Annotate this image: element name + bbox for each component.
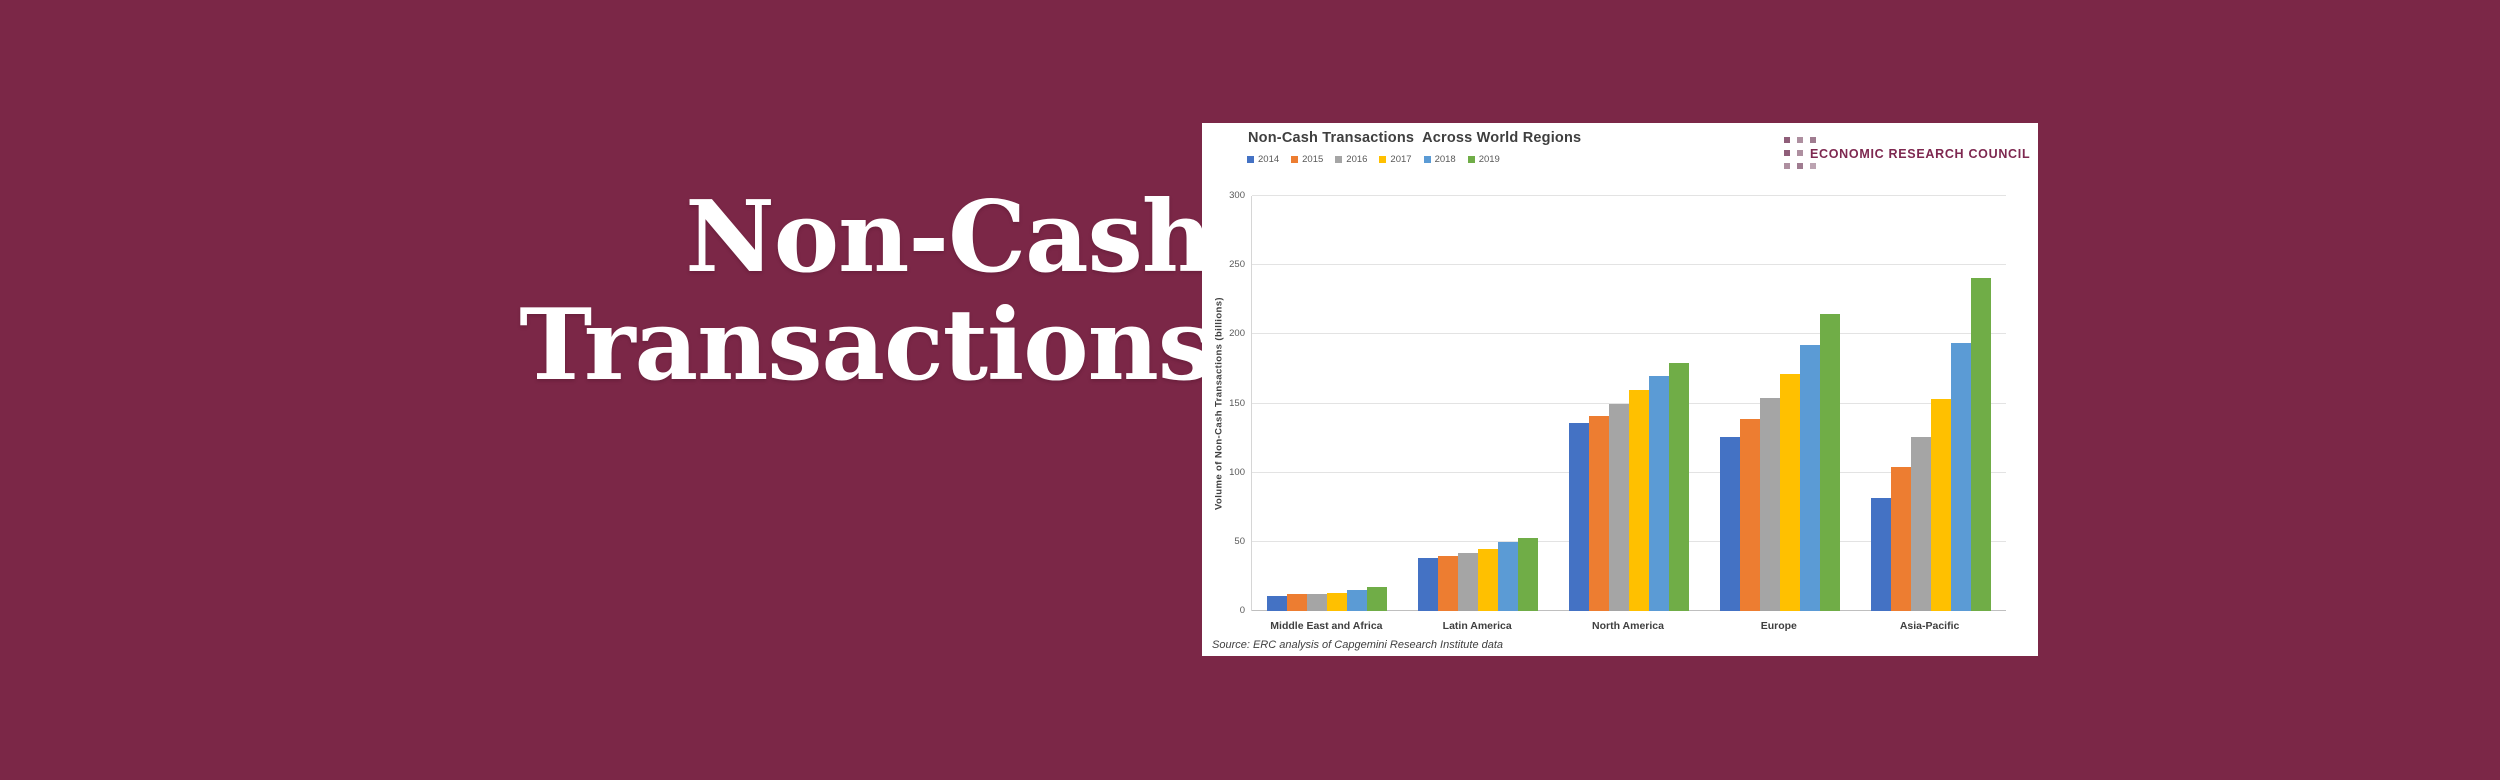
x-label-middle-east-and-africa: Middle East and Africa xyxy=(1270,620,1383,632)
legend-swatch-icon-2017 xyxy=(1379,156,1387,163)
bar-2019-middle-east-and-africa xyxy=(1367,587,1388,611)
logo-square-icon xyxy=(1797,163,1803,169)
bar-2019-europe xyxy=(1819,313,1840,611)
bar-2019-north-america xyxy=(1669,363,1689,611)
legend-item-2015: 2015 xyxy=(1291,154,1323,165)
legend-label-2019: 2019 xyxy=(1478,154,1500,165)
legend-swatch-icon-2016 xyxy=(1335,156,1343,163)
bar-2016-middle-east-and-africa xyxy=(1307,594,1328,611)
bar-2018-north-america xyxy=(1649,375,1669,611)
legend-swatch-icon-2018 xyxy=(1423,156,1431,163)
erc-logo-text: ECONOMIC RESEARCH COUNCIL xyxy=(1810,147,2031,161)
legend-item-2014: 2014 xyxy=(1247,154,1279,165)
logo-square-icon xyxy=(1810,163,1816,169)
bar-2014-latin-america xyxy=(1418,558,1439,611)
bar-2017-asia-pacific xyxy=(1930,399,1951,611)
logo-square-icon xyxy=(1784,150,1790,156)
headline-line-1: Non-Cash xyxy=(685,180,1213,295)
legend-item-2019: 2019 xyxy=(1467,154,1500,165)
x-label-asia-pacific: Asia-Pacific xyxy=(1899,620,1960,632)
bar-2016-latin-america xyxy=(1458,552,1479,611)
bar-2015-latin-america xyxy=(1438,555,1459,611)
bar-2014-north-america xyxy=(1569,422,1589,611)
legend-item-2017: 2017 xyxy=(1379,154,1412,165)
x-label-europe: Europe xyxy=(1760,620,1797,632)
headline-line-2: Transactions xyxy=(519,288,1213,403)
legend-label-2017: 2017 xyxy=(1390,154,1412,165)
x-label-latin-america: Latin America xyxy=(1442,620,1512,632)
y-tick-250: 250 xyxy=(1229,259,1245,271)
legend-label-2015: 2015 xyxy=(1302,154,1324,165)
legend-label-2018: 2018 xyxy=(1434,154,1456,165)
bar-2018-middle-east-and-africa xyxy=(1347,590,1368,611)
chart-panel: Non-Cash Transactions Across World Regio… xyxy=(1202,123,2038,656)
bar-2015-europe xyxy=(1739,418,1760,611)
bar-2016-europe xyxy=(1759,397,1780,611)
legend-swatch-icon-2015 xyxy=(1291,156,1299,163)
y-tick-200: 200 xyxy=(1229,328,1245,340)
logo-square-icon xyxy=(1784,137,1790,143)
y-tick-150: 150 xyxy=(1229,397,1245,409)
chart-legend: 2014 2015 2016 2017 2018 2019 xyxy=(1247,154,1500,165)
y-tick-300: 300 xyxy=(1229,190,1245,201)
gridline-300 xyxy=(1252,195,2006,196)
legend-item-2016: 2016 xyxy=(1335,154,1367,165)
y-tick-100: 100 xyxy=(1229,466,1245,478)
bar-2019-asia-pacific xyxy=(1970,277,1991,611)
banner-headline: Non-Cash Transactions xyxy=(519,180,1213,403)
bar-2017-middle-east-and-africa xyxy=(1327,593,1348,611)
bar-2015-asia-pacific xyxy=(1890,467,1911,611)
legend-swatch-icon-2014 xyxy=(1247,156,1254,163)
bar-2017-north-america xyxy=(1629,389,1649,611)
bar-2014-europe xyxy=(1719,436,1740,611)
bar-2017-europe xyxy=(1779,374,1800,611)
bar-2015-middle-east-and-africa xyxy=(1287,594,1308,611)
legend-item-2018: 2018 xyxy=(1423,154,1456,165)
bar-2018-europe xyxy=(1799,345,1820,611)
bar-2014-asia-pacific xyxy=(1870,497,1891,611)
y-tick-50: 50 xyxy=(1234,535,1245,547)
legend-label-2014: 2014 xyxy=(1258,154,1280,165)
bar-2018-asia-pacific xyxy=(1950,342,1971,611)
chart-title: Non-Cash Transactions Across World Regio… xyxy=(1248,130,1582,146)
logo-square-icon xyxy=(1784,163,1790,169)
bar-2016-asia-pacific xyxy=(1910,436,1931,611)
bar-2016-north-america xyxy=(1609,403,1629,611)
logo-square-icon xyxy=(1797,137,1803,143)
y-tick-0: 0 xyxy=(1239,605,1245,616)
bar-2018-latin-america xyxy=(1498,541,1519,611)
gridline-200 xyxy=(1252,333,2006,335)
bar-2014-middle-east-and-africa xyxy=(1267,595,1288,611)
bar-2019-latin-america xyxy=(1518,537,1539,611)
gridline-250 xyxy=(1252,264,2006,266)
x-label-north-america: North America xyxy=(1592,620,1664,632)
bar-2017-latin-america xyxy=(1478,548,1499,611)
logo-square-icon xyxy=(1797,150,1803,156)
legend-swatch-icon-2019 xyxy=(1467,156,1475,163)
legend-label-2016: 2016 xyxy=(1346,154,1368,165)
plot-area xyxy=(1251,195,2006,611)
logo-square-icon xyxy=(1810,137,1816,143)
source-note: Source: ERC analysis of Capgemini Resear… xyxy=(1212,639,1504,651)
bar-2015-north-america xyxy=(1589,415,1609,611)
